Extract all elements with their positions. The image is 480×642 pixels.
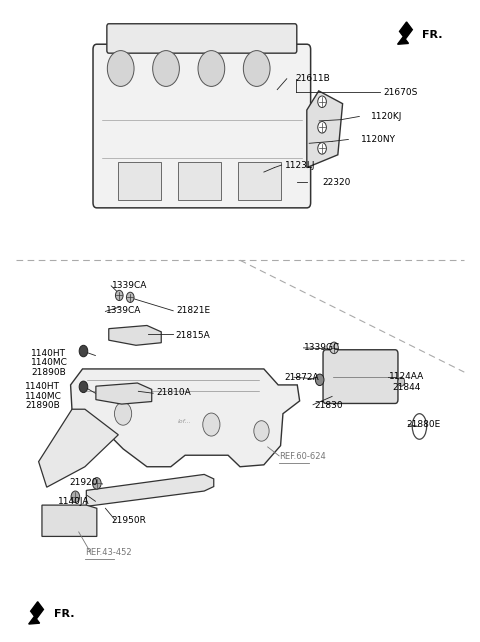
- Circle shape: [153, 51, 180, 87]
- Text: REF.43-452: REF.43-452: [85, 548, 132, 557]
- Circle shape: [318, 121, 326, 133]
- Text: 1120NY: 1120NY: [361, 135, 396, 144]
- Text: FR.: FR.: [54, 609, 74, 620]
- Circle shape: [71, 491, 80, 503]
- Circle shape: [318, 143, 326, 154]
- Circle shape: [126, 292, 134, 302]
- Circle shape: [243, 51, 270, 87]
- Circle shape: [203, 413, 220, 436]
- Text: 21670S: 21670S: [383, 89, 418, 98]
- Text: 21872A: 21872A: [284, 373, 319, 382]
- Circle shape: [198, 51, 225, 87]
- Text: 21815A: 21815A: [176, 331, 210, 340]
- Circle shape: [254, 421, 269, 441]
- Circle shape: [315, 374, 324, 386]
- Text: 1140MC: 1140MC: [25, 392, 62, 401]
- Polygon shape: [42, 505, 97, 537]
- Text: 22320: 22320: [322, 178, 350, 187]
- Text: 21611B: 21611B: [295, 74, 330, 83]
- Polygon shape: [71, 369, 300, 467]
- Text: 21890B: 21890B: [25, 401, 60, 410]
- Circle shape: [93, 478, 101, 489]
- Ellipse shape: [412, 413, 427, 439]
- Text: 1339GC: 1339GC: [304, 343, 341, 352]
- Text: 1120KJ: 1120KJ: [371, 112, 402, 121]
- Polygon shape: [96, 383, 152, 404]
- Text: 1339CA: 1339CA: [107, 306, 142, 315]
- Text: 1339CA: 1339CA: [112, 281, 147, 290]
- Text: 21880E: 21880E: [406, 420, 440, 429]
- Circle shape: [116, 290, 123, 300]
- FancyBboxPatch shape: [93, 44, 311, 208]
- FancyBboxPatch shape: [323, 350, 398, 403]
- Text: 21821E: 21821E: [177, 306, 211, 315]
- Text: 1140HT: 1140HT: [31, 349, 66, 358]
- Bar: [178, 162, 221, 200]
- Text: 21890B: 21890B: [31, 368, 66, 377]
- Circle shape: [115, 402, 132, 425]
- FancyBboxPatch shape: [107, 24, 297, 53]
- Text: 1124AA: 1124AA: [389, 372, 425, 381]
- Text: 1123LJ: 1123LJ: [285, 160, 315, 169]
- Text: lof...: lof...: [178, 419, 192, 424]
- Text: 1140MC: 1140MC: [31, 358, 68, 367]
- Text: REF.60-624: REF.60-624: [279, 452, 326, 461]
- Polygon shape: [397, 22, 412, 44]
- Polygon shape: [38, 409, 118, 487]
- Text: 1140HT: 1140HT: [25, 383, 60, 392]
- Text: 21920: 21920: [70, 478, 98, 487]
- Polygon shape: [86, 474, 214, 507]
- Polygon shape: [307, 91, 343, 168]
- Circle shape: [108, 51, 134, 87]
- Circle shape: [79, 345, 88, 357]
- Text: 21844: 21844: [393, 383, 421, 392]
- Polygon shape: [109, 325, 161, 345]
- Text: 21810A: 21810A: [156, 388, 191, 397]
- Bar: [238, 162, 281, 200]
- Polygon shape: [29, 602, 44, 624]
- Text: 21830: 21830: [314, 401, 343, 410]
- Circle shape: [330, 342, 338, 354]
- Bar: [118, 162, 161, 200]
- Circle shape: [79, 381, 88, 393]
- Text: 21950R: 21950R: [111, 516, 146, 525]
- Text: FR.: FR.: [422, 30, 443, 40]
- Circle shape: [318, 96, 326, 107]
- Circle shape: [398, 377, 405, 386]
- Text: 1140JA: 1140JA: [58, 497, 89, 506]
